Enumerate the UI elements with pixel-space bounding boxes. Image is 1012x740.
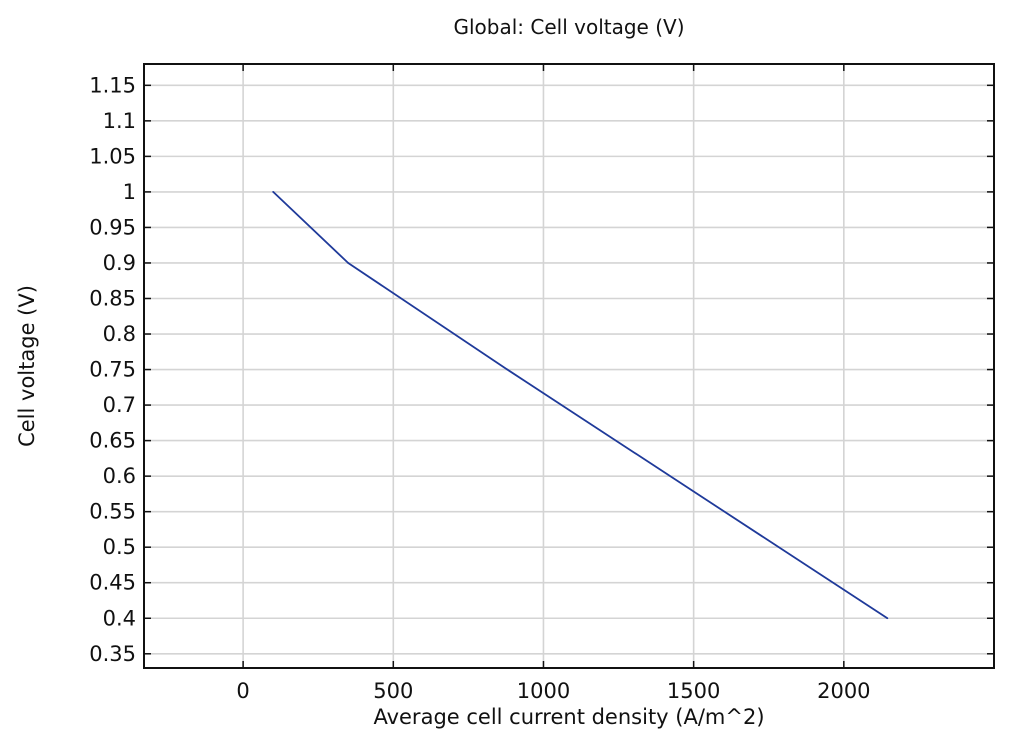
x-axis-label: Average cell current density (A/m^2) [373, 705, 764, 729]
data-point [506, 368, 509, 371]
y-tick-label: 0.4 [103, 606, 136, 630]
y-tick-label: 1.15 [89, 73, 136, 97]
y-tick-label: 0.55 [89, 500, 136, 524]
y-tick-label: 0.85 [89, 286, 136, 310]
x-tick-label: 2000 [817, 679, 870, 703]
y-axis-label: Cell voltage (V) [15, 285, 39, 447]
data-point [347, 262, 350, 264]
data-point [886, 617, 889, 620]
y-tick-label: 0.45 [89, 571, 136, 595]
x-tick-label: 1500 [667, 679, 720, 703]
y-tick-label: 0.9 [103, 251, 136, 275]
chart-title: Global: Cell voltage (V) [453, 15, 684, 39]
series-layer [272, 191, 889, 620]
y-tick-label: 0.35 [89, 642, 136, 666]
series-line [272, 191, 888, 620]
y-tick-label: 0.6 [103, 464, 136, 488]
x-tick-label: 0 [236, 679, 249, 703]
y-tick-label: 1.05 [89, 144, 136, 168]
x-axis: 0 500 1000 1500 2000 [236, 64, 871, 703]
y-tick-label: 0.5 [103, 535, 136, 559]
y-tick-label: 0.95 [89, 215, 136, 239]
y-tick-label: 1 [123, 180, 136, 204]
y-tick-label: 0.7 [103, 393, 136, 417]
x-tick-label: 500 [373, 679, 413, 703]
plot-frame [143, 63, 995, 669]
grid [144, 64, 994, 668]
y-tick-label: 1.1 [103, 109, 136, 133]
y-axis: 0.35 0.4 0.45 0.5 0.55 0.6 0.65 0.7 0.75 0.8 0.85 0… [89, 73, 994, 666]
y-tick-label: 0.75 [89, 358, 136, 382]
x-tick-label: 1000 [517, 679, 570, 703]
y-tick-label: 0.65 [89, 429, 136, 453]
data-point [272, 191, 275, 193]
y-tick-label: 0.8 [103, 322, 136, 346]
